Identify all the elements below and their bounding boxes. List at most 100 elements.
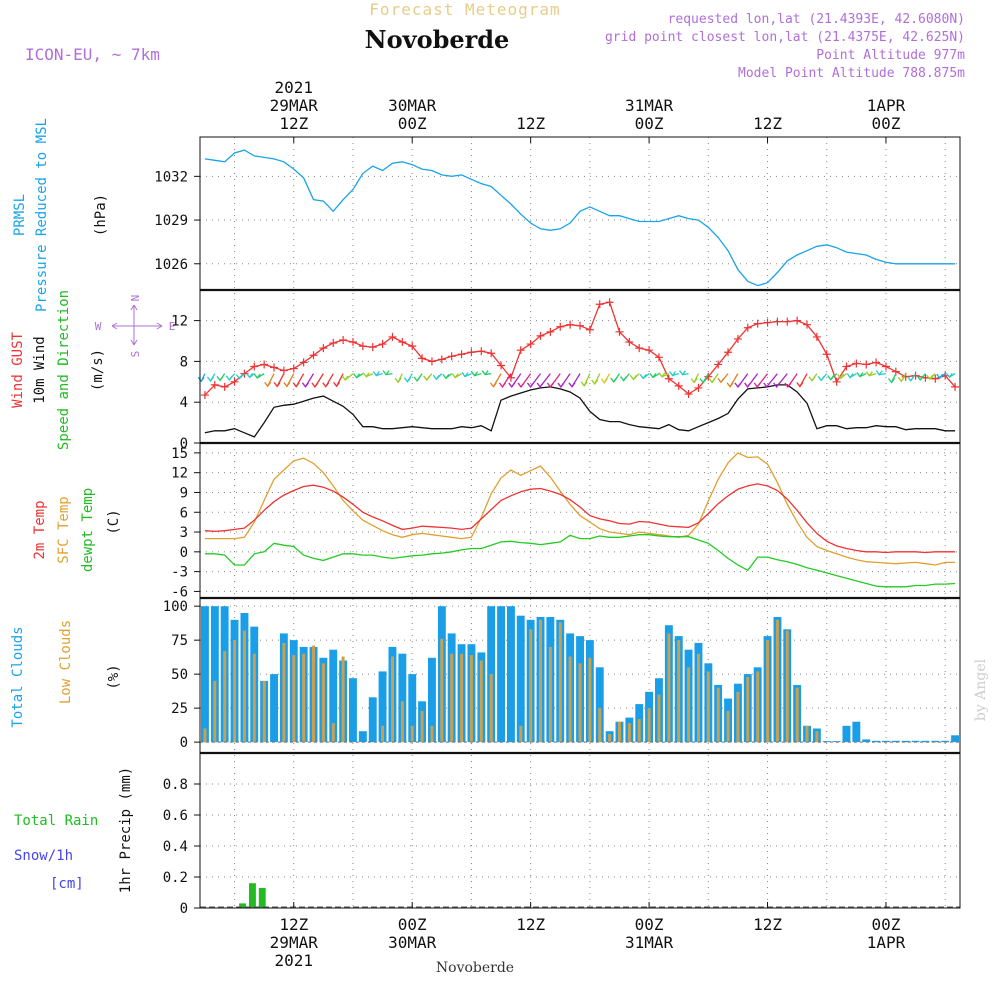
wind-arrow-head: [717, 377, 725, 384]
wind-gust-point: [872, 358, 881, 367]
wind-arrow-head: [311, 382, 319, 388]
wind-gust-point: [951, 382, 960, 391]
low-cloud-bar: [677, 640, 681, 743]
wind-arrow-head: [489, 382, 497, 388]
wind-arrow-head: [690, 378, 698, 384]
total-cloud-bar: [842, 725, 851, 743]
model-altitude: Model Point Altitude 788.875m: [738, 66, 965, 81]
y-tick-label: 0: [180, 735, 188, 751]
bottom-time-label: 12Z: [516, 915, 545, 934]
wind-gust-point: [585, 325, 594, 334]
wind-gust-point: [852, 359, 861, 368]
top-time-label: 12Z: [516, 114, 545, 133]
wind-arrow-head: [897, 376, 905, 383]
sfc-temp-line: [204, 452, 956, 566]
wind-direction-arrow: [376, 373, 383, 377]
low-cloud-bar: [489, 674, 493, 743]
wind-arrow-head: [333, 381, 341, 388]
pressure-line: [204, 149, 956, 287]
wind-arrow-head: [508, 382, 516, 389]
footer-location: Novoberde: [436, 960, 514, 976]
wind-arrow-head: [273, 381, 281, 388]
low-cloud-bar: [410, 725, 414, 743]
wind-arrow-head: [808, 376, 816, 382]
requested-coords: requested lon,lat (21.4393E, 42.6080N): [668, 12, 965, 27]
wind-gust-point: [773, 317, 782, 326]
wind-arrow-head: [246, 372, 254, 379]
total-cloud-bar: [832, 741, 841, 743]
wind-gust-point: [497, 361, 506, 370]
low-cloud-bar: [469, 655, 473, 743]
wind-arrow-head: [442, 373, 450, 380]
wind-gust-point: [724, 348, 733, 357]
wind-arrow-head: [461, 372, 469, 378]
wind-gust-point: [210, 380, 219, 389]
low-cloud-bar: [608, 734, 612, 743]
supertitle: Forecast Meteogram: [369, 0, 560, 19]
wind-direction-arrow: [879, 372, 887, 376]
wind-gust-point: [615, 327, 624, 336]
wind-gust-point: [556, 322, 565, 331]
top-time-label: 30MAR: [388, 96, 437, 115]
y-tick-label: 50: [171, 667, 188, 683]
wind-gust-point: [793, 316, 802, 325]
wind-gust-point: [605, 298, 614, 307]
low-cloud-bar: [795, 687, 799, 743]
wind-gust-point: [842, 362, 851, 371]
low-cloud-bar: [242, 630, 246, 743]
wind-gust-point: [418, 354, 427, 363]
wind-arrow-head: [753, 382, 761, 388]
prmsl-label: PRMSL: [12, 194, 28, 236]
wind-direction-arrow: [869, 373, 877, 377]
low-cloud-bar: [667, 633, 671, 743]
bottom-time-label: 1APR: [867, 933, 906, 952]
panel-frame: [199, 136, 961, 291]
wind-arrow-head: [600, 378, 608, 384]
y-tick-label: 0: [180, 901, 188, 917]
low-cloud-bar: [391, 656, 394, 743]
wind-arrow-head: [629, 375, 637, 381]
y-tick-label: 12: [171, 466, 188, 482]
low-cloud-bar: [341, 656, 345, 743]
wind-arrow-head: [382, 370, 390, 376]
panel-frame: [199, 752, 961, 909]
wind-gust-point: [526, 340, 535, 349]
low-cloud-bar: [736, 691, 740, 743]
wind-arrow-head: [888, 378, 896, 384]
top-time-label: 2021: [275, 78, 314, 97]
pressure-msl-label: Pressure Reduced to MSL: [34, 118, 50, 312]
wind-arrow-head: [264, 381, 272, 388]
total-cloud-bar: [951, 735, 959, 743]
total-cloud-bar: [349, 678, 357, 743]
wind-gust-point: [881, 362, 890, 371]
low-cloud-bar: [815, 731, 819, 743]
wind-arrow-head: [669, 371, 677, 377]
low-cloud-bar: [578, 663, 582, 743]
low-cloud-bar: [588, 657, 592, 743]
wind-gust-point: [467, 348, 476, 357]
wind-gust-point: [635, 344, 644, 353]
low-cloud-bar: [805, 725, 809, 743]
total-cloud-bar: [329, 649, 338, 743]
wind-gust-point: [743, 323, 752, 332]
wind-gust-point: [654, 353, 663, 362]
bottom-time-label: 29MAR: [270, 933, 319, 952]
compass-rose: N S W E: [95, 295, 176, 358]
wind-gust-point: [832, 377, 841, 386]
wind-arrow-head: [907, 376, 915, 382]
total-cloud-bar: [497, 606, 505, 743]
y-tick-label: 0: [180, 436, 188, 452]
low-cloud-bar: [756, 671, 760, 743]
low-cloud-bar: [627, 723, 631, 743]
total-cloud-bar: [931, 740, 940, 743]
y-tick-label: 1032: [154, 169, 188, 185]
wind-arrow-head: [568, 382, 576, 388]
total-cloud-bar: [516, 615, 525, 743]
top-time-label: 31MAR: [625, 96, 674, 115]
wind-gust-point: [664, 374, 673, 383]
wind-arrow-head: [216, 375, 224, 382]
wind-arrow-head: [591, 379, 599, 385]
wind-arrow-head: [517, 382, 525, 389]
wind-arrow-head: [639, 374, 647, 380]
wind-gust-point: [803, 320, 812, 329]
